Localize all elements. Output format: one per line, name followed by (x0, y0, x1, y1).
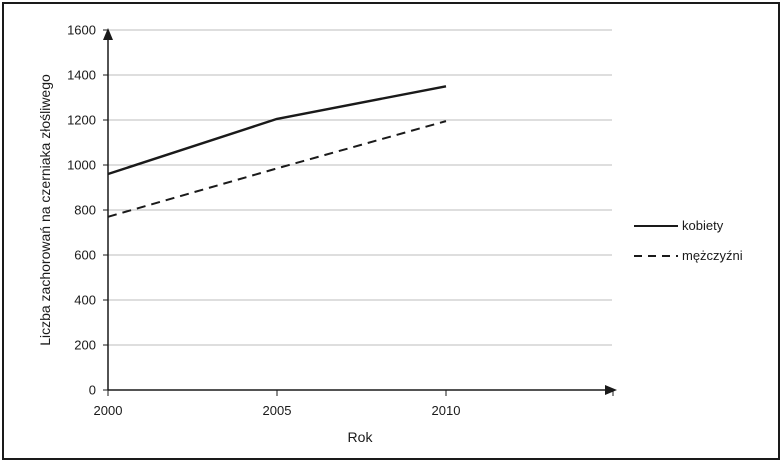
series-lines (107, 85, 447, 218)
y-axis-arrow (103, 28, 113, 40)
series-line-1 (107, 120, 447, 218)
y-tick-label-3: 600 (74, 248, 96, 263)
y-tick-label-4: 800 (74, 203, 96, 218)
gridlines (108, 29, 612, 346)
x-tick-label-2: 2010 (432, 403, 461, 418)
legend: kobiety mężczyźni (634, 218, 743, 263)
x-tick-label-0: 2000 (94, 403, 123, 418)
tick-labels: 0 200 400 600 800 1000 1200 1400 1600 2000 2005 201… (67, 23, 614, 418)
legend-label-kobiety: kobiety (682, 218, 724, 233)
y-tick-label-0: 0 (89, 383, 96, 398)
x-tick-label-1: 2005 (263, 403, 292, 418)
axes (103, 28, 617, 395)
chart-frame (2, 2, 780, 460)
y-tick-label-1: 200 (74, 338, 96, 353)
y-tick-label-5: 1000 (67, 158, 96, 173)
y-tick-label-8: 1600 (67, 23, 96, 38)
y-tick-label-6: 1200 (67, 113, 96, 128)
y-tick-label-2: 400 (74, 293, 96, 308)
x-axis-arrow (605, 385, 617, 395)
legend-label-mezczyzni: mężczyźni (682, 248, 743, 263)
x-axis-title: Rok (348, 429, 374, 445)
series-line-0 (107, 85, 447, 176)
y-axis-title: Liczba zachorowań na czerniaka złośliweg… (37, 74, 53, 346)
y-tick-label-7: 1400 (67, 68, 96, 83)
